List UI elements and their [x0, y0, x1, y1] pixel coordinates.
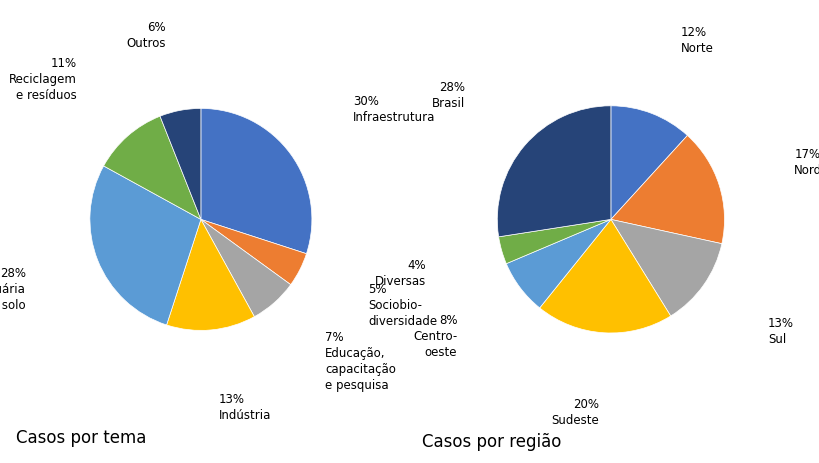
Text: 28%
Agropecuária
e uso do solo: 28% Agropecuária e uso do solo: [0, 267, 26, 312]
Text: 5%
Sociobio-
diversidade: 5% Sociobio- diversidade: [368, 283, 437, 328]
Text: 12%
Norte: 12% Norte: [680, 26, 713, 55]
Text: 13%
Indústria: 13% Indústria: [219, 392, 270, 421]
Text: 20%
Sudeste: 20% Sudeste: [550, 397, 599, 426]
Text: 30%
Infraestrutura: 30% Infraestrutura: [353, 95, 435, 124]
Wedge shape: [496, 106, 610, 238]
Text: 7%
Educação,
capacitação
e pesquisa: 7% Educação, capacitação e pesquisa: [325, 330, 396, 391]
Wedge shape: [103, 117, 201, 220]
Text: 8%
Centro-
oeste: 8% Centro- oeste: [413, 313, 457, 358]
Wedge shape: [201, 109, 311, 254]
Wedge shape: [539, 220, 670, 333]
Wedge shape: [201, 220, 306, 285]
Text: 28%
Brasil: 28% Brasil: [431, 81, 464, 109]
Wedge shape: [498, 220, 610, 264]
Wedge shape: [166, 220, 254, 331]
Wedge shape: [610, 220, 721, 316]
Wedge shape: [610, 106, 686, 220]
Text: 13%
Sul: 13% Sul: [767, 316, 793, 345]
Text: Casos por tema: Casos por tema: [16, 428, 146, 445]
Text: 6%
Outros: 6% Outros: [126, 21, 165, 50]
Wedge shape: [610, 136, 724, 244]
Text: 4%
Diversas: 4% Diversas: [374, 258, 425, 287]
Text: 17%
Nordeste: 17% Nordeste: [794, 147, 819, 176]
Wedge shape: [505, 220, 610, 308]
Text: Casos por região: Casos por região: [421, 432, 560, 450]
Text: 11%
Reciclagem
e resíduos: 11% Reciclagem e resíduos: [9, 56, 76, 101]
Wedge shape: [201, 220, 291, 317]
Wedge shape: [90, 167, 201, 325]
Wedge shape: [160, 109, 201, 220]
